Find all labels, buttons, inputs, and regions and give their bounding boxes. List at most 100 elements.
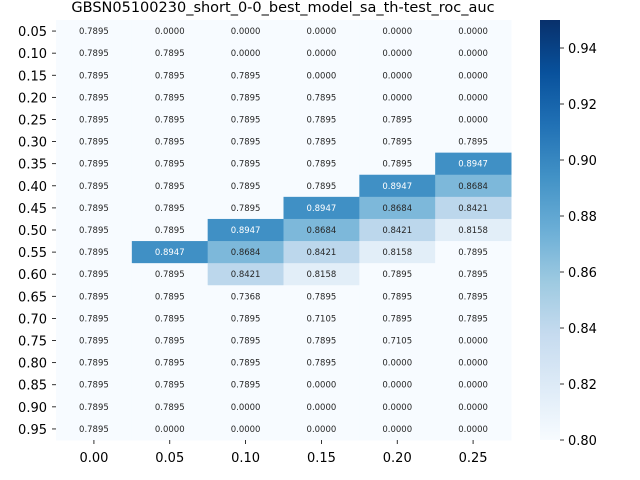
heatmap-cell <box>359 130 436 154</box>
cell-value-label: 0.7895 <box>307 93 337 103</box>
heatmap-cell <box>283 285 360 308</box>
cell-value-label: 0.7895 <box>307 115 337 125</box>
heatmap-cells: 0.7895 0.0000 0.0000 0.0000 0.0000 0.0000 0.78… <box>56 20 512 441</box>
heatmap-cell <box>131 329 209 353</box>
heatmap-cell <box>131 108 209 132</box>
heatmap-cell <box>56 351 133 375</box>
heatmap-cell <box>131 42 209 65</box>
heatmap-cell <box>56 241 133 264</box>
cell-value-label: 0.7895 <box>307 337 337 347</box>
heatmap-cell <box>435 285 512 308</box>
cell-value-label: 0.7895 <box>231 115 261 125</box>
y-tick-label: 0.90 <box>18 401 47 416</box>
y-tick-label: 0.10 <box>18 47 47 62</box>
cell-value-label: 0.0000 <box>231 49 261 59</box>
y-tick-label: 0.95 <box>18 423 47 438</box>
cell-value-label: 0.8947 <box>155 248 185 258</box>
cell-value-label: 0.7895 <box>307 292 337 302</box>
y-tick-labels: 0.05 0.10 0.15 0.20 0.25 0.30 0.35 0.40 0.45 0.50… <box>18 25 56 438</box>
cell-value-label: 0.7895 <box>155 292 185 302</box>
cell-value-label: 0.7895 <box>79 425 109 435</box>
cell-value-label: 0.7895 <box>307 359 337 369</box>
cell-value-label: 0.7895 <box>458 248 488 258</box>
heatmap-cell <box>207 329 284 353</box>
cell-value-label: 0.7895 <box>79 403 109 413</box>
heatmap-cell <box>207 174 284 198</box>
heatmap-cell <box>283 174 360 198</box>
cell-value-label: 0.7895 <box>231 138 261 148</box>
cell-value-label: 0.7895 <box>155 381 185 391</box>
cell-value-label: 0.7895 <box>307 182 337 192</box>
heatmap-cell <box>131 263 209 286</box>
cell-value-label: 0.0000 <box>231 425 261 435</box>
colorbar-tick-label: 0.86 <box>568 266 597 281</box>
cell-value-label: 0.0000 <box>155 425 185 435</box>
heatmap-cell <box>56 174 133 198</box>
heatmap-cell <box>56 285 133 308</box>
y-tick-label: 0.85 <box>18 379 47 394</box>
heatmap-cell <box>359 20 436 43</box>
heatmap-cell <box>283 417 360 441</box>
x-tick-label: 0.25 <box>459 451 488 466</box>
heatmap-cell <box>56 130 133 154</box>
cell-value-label: 0.7895 <box>79 337 109 347</box>
cell-value-label: 0.8684 <box>231 248 261 258</box>
heatmap-cell <box>435 329 512 353</box>
cell-value-label: 0.0000 <box>307 49 337 59</box>
cell-value-label: 0.7895 <box>155 403 185 413</box>
heatmap-cell <box>56 20 133 43</box>
cell-value-label: 0.0000 <box>307 71 337 81</box>
heatmap-cell <box>283 263 360 286</box>
heatmap-cell <box>131 417 209 441</box>
heatmap-cell <box>435 86 512 109</box>
cell-value-label: 0.7895 <box>382 314 412 324</box>
y-tick-label: 0.25 <box>18 113 47 128</box>
heatmap-cell <box>131 351 209 375</box>
cell-value-label: 0.0000 <box>307 425 337 435</box>
x-tick-label: 0.05 <box>155 451 184 466</box>
heatmap-cell <box>283 20 360 43</box>
heatmap-cell <box>207 263 284 286</box>
cell-value-label: 0.7895 <box>79 204 109 214</box>
heatmap-cell <box>359 395 436 419</box>
cell-value-label: 0.0000 <box>458 425 488 435</box>
heatmap-cell <box>435 263 512 286</box>
cell-value-label: 0.7895 <box>79 381 109 391</box>
cell-value-label: 0.7895 <box>79 160 109 170</box>
cell-value-label: 0.7895 <box>155 49 185 59</box>
cell-value-label: 0.8421 <box>382 226 412 236</box>
cell-value-label: 0.7895 <box>155 359 185 369</box>
cell-value-label: 0.0000 <box>458 115 488 125</box>
y-tick-label: 0.70 <box>18 312 47 327</box>
heatmap-cell <box>435 307 512 330</box>
heatmap-cell <box>359 64 436 87</box>
heatmap-cell <box>131 307 209 330</box>
heatmap-cell <box>56 417 133 441</box>
cell-value-label: 0.7895 <box>79 71 109 81</box>
y-tick-label: 0.15 <box>18 69 47 84</box>
cell-value-label: 0.7895 <box>155 138 185 148</box>
heatmap-cell <box>435 20 512 43</box>
cell-value-label: 0.7895 <box>458 292 488 302</box>
cell-value-label: 0.7895 <box>382 270 412 280</box>
heatmap-cell <box>283 307 360 330</box>
cell-value-label: 0.0000 <box>382 381 412 391</box>
cell-value-label: 0.7895 <box>458 314 488 324</box>
cell-value-label: 0.0000 <box>231 27 261 37</box>
cell-value-label: 0.7895 <box>458 138 488 148</box>
cell-value-label: 0.0000 <box>307 403 337 413</box>
heatmap-cell <box>283 64 360 87</box>
heatmap-cell <box>435 196 512 220</box>
cell-value-label: 0.0000 <box>458 71 488 81</box>
cell-value-label: 0.0000 <box>307 27 337 37</box>
cell-value-label: 0.7895 <box>231 359 261 369</box>
heatmap-cell <box>207 373 284 397</box>
cell-value-label: 0.7895 <box>382 160 412 170</box>
heatmap-cell <box>131 285 209 308</box>
heatmap-cell <box>56 395 133 419</box>
colorbar-ticks: 0.80 0.82 0.84 0.86 0.88 0.90 0.92 0.94 <box>560 42 597 449</box>
heatmap-cell <box>56 86 133 109</box>
heatmap-cell <box>435 152 512 176</box>
y-tick-label: 0.45 <box>18 202 47 217</box>
